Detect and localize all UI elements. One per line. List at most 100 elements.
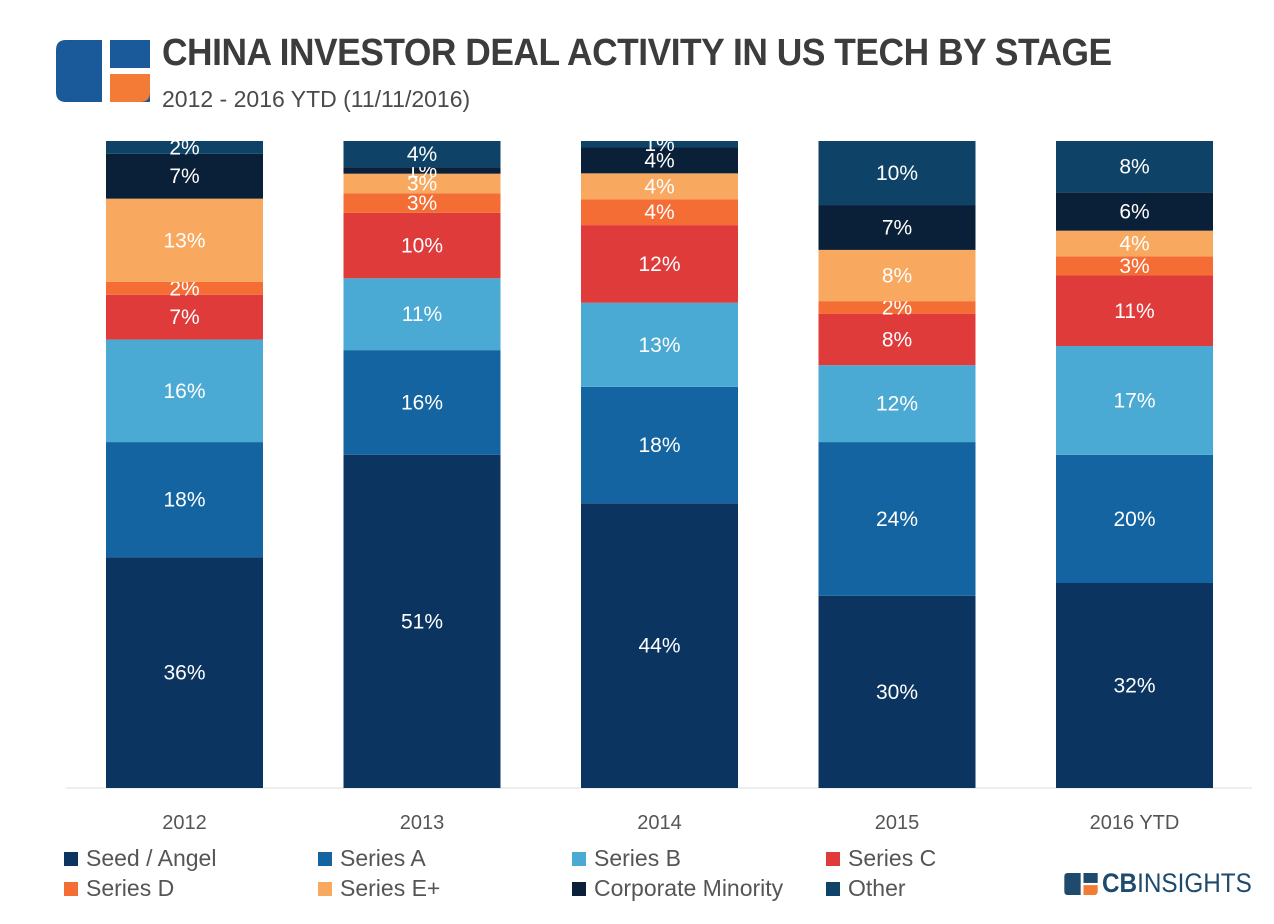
bar-value-label: 12% [638, 253, 680, 276]
legend-item: Series E+ [318, 875, 440, 902]
legend-swatch [64, 851, 78, 866]
bar-value-label: 7% [169, 306, 199, 329]
bar-segment [343, 212, 501, 279]
bar-value-label: 10% [876, 162, 918, 185]
legend-label: Corporate Minority [594, 875, 784, 901]
bar-segment [818, 141, 976, 206]
bar-segment [581, 199, 738, 226]
legend-label: Series E+ [340, 875, 441, 901]
bar-segment [818, 595, 976, 788]
legend-swatch [826, 851, 840, 866]
legend: Seed / Angel Series A Series B Series C Seri… [64, 845, 984, 909]
cb-insights-wordmark: CBINSIGHTS [1102, 868, 1252, 899]
bar-segment [343, 193, 501, 213]
bar-value-label: 7% [882, 216, 912, 239]
legend-swatch [318, 851, 332, 866]
bars-group: 36%18%16%7%2%13%7%2%51%16%11%10%3%3%1%4%… [106, 133, 1213, 788]
legend-swatch [572, 851, 586, 866]
legend-swatch [826, 881, 840, 896]
bar-segment [1056, 141, 1213, 193]
bar-segment [818, 249, 976, 302]
bar-value-label: 11% [1114, 300, 1154, 323]
chart-header: CHINA INVESTOR DEAL ACTIVITY IN US TECH … [56, 30, 1236, 120]
bar-value-label: 32% [1113, 675, 1155, 698]
bar-value-label: 2% [169, 277, 199, 300]
x-tick-labels: 2012 2013 2014 2015 2016 YTD [162, 812, 1179, 834]
bar-segment [818, 365, 976, 443]
bar-segment [106, 294, 263, 340]
bar-value-label: 8% [1119, 156, 1149, 179]
legend-swatch [572, 881, 586, 896]
bar-segment [1056, 192, 1213, 231]
x-tick-label: 2015 [875, 812, 920, 834]
bar-segment [343, 278, 501, 351]
bar-value-label: 13% [163, 229, 205, 252]
bar-value-label: 3% [407, 172, 437, 195]
x-tick-label: 2012 [162, 812, 207, 834]
bar-value-label: 6% [1119, 200, 1149, 223]
bar-value-label: 12% [876, 393, 918, 416]
cb-insights-brand: CBINSIGHTS [1064, 868, 1269, 899]
legend-item: Seed / Angel [64, 845, 216, 872]
x-tick-label: 2016 YTD [1090, 812, 1180, 834]
bar-value-label: 4% [644, 175, 674, 198]
legend-swatch [318, 881, 332, 896]
legend-label: Series B [594, 845, 681, 871]
cb-insights-logo-icon [56, 40, 150, 102]
bar-segment [581, 386, 738, 504]
bar-segment [343, 167, 501, 174]
stacked-bar-chart: 36%18%16%7%2%13%7%2%51%16%11%10%3%3%1%4%… [66, 133, 1252, 834]
bar-segment [581, 147, 738, 174]
bar-value-label: 17% [1113, 389, 1155, 412]
bar-segment [1056, 256, 1213, 276]
bar-segment [818, 442, 976, 596]
x-tick-label: 2013 [400, 812, 445, 834]
legend-label: Seed / Angel [86, 845, 217, 871]
legend-item: Other [826, 875, 906, 902]
bar-segment [581, 302, 738, 387]
bar-segment [106, 198, 263, 282]
brand-suffix: INSIGHTS [1137, 868, 1252, 898]
bar-segment [1056, 454, 1213, 584]
bar-segment [581, 173, 738, 200]
bar-segment [581, 141, 738, 148]
bar-value-label: 4% [1119, 232, 1149, 255]
bar-value-label: 30% [876, 681, 918, 704]
legend-label: Series C [848, 845, 937, 871]
bar-segment [581, 225, 738, 303]
bar-segment [106, 442, 263, 558]
bar-value-label: 44% [638, 635, 680, 658]
bar-segment [581, 503, 738, 788]
bar-segment [818, 313, 976, 366]
bar-segment [343, 141, 501, 168]
legend-item: Series C [826, 845, 936, 872]
bar-value-label: 4% [407, 143, 437, 166]
legend-item: Corporate Minority [572, 875, 783, 902]
legend-label: Series A [340, 845, 426, 871]
chart-title: CHINA INVESTOR DEAL ACTIVITY IN US TECH … [162, 32, 1112, 74]
bar-value-label: 1% [644, 133, 674, 156]
legend-item: Series B [572, 845, 681, 872]
bar-segment [106, 281, 263, 295]
bar-value-label: 18% [638, 434, 680, 457]
bar-segment [343, 454, 501, 788]
bar-value-label: 7% [169, 165, 199, 188]
bar-value-label: 10% [401, 235, 443, 258]
bar-value-label: 2% [882, 297, 912, 320]
bar-value-label: 13% [638, 334, 680, 357]
x-tick-label: 2014 [637, 812, 682, 834]
legend-item: Series A [318, 845, 426, 872]
bar-value-label: 16% [401, 391, 443, 414]
bar-segment [106, 153, 263, 199]
bar-value-label: 36% [163, 662, 205, 685]
bar-segment [1056, 275, 1213, 346]
bar-value-label: 8% [882, 329, 912, 352]
bar-segment [1056, 583, 1213, 788]
legend-swatch [64, 881, 78, 896]
brand-prefix: CB [1102, 868, 1138, 898]
legend-label: Other [848, 875, 906, 901]
cb-insights-brand-icon [1064, 872, 1098, 895]
bar-value-label: 3% [407, 192, 437, 215]
bar-segment [343, 350, 501, 455]
bar-value-label: 11% [402, 303, 442, 326]
